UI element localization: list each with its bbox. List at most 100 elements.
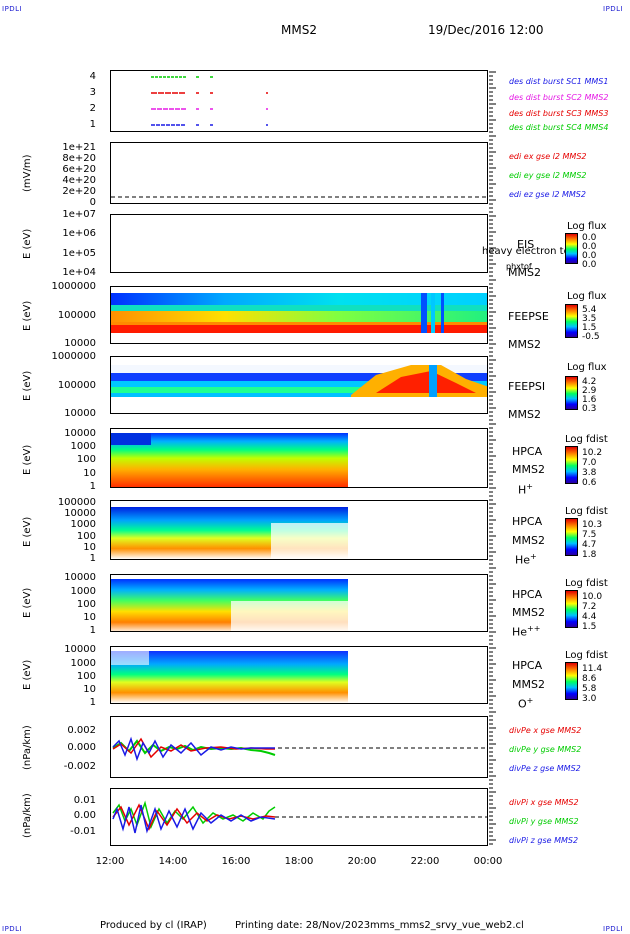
legend-entry: divPe y gse MMS2 bbox=[509, 745, 582, 754]
tick-label: 4 bbox=[89, 71, 96, 82]
colorbar-title: Log fdist bbox=[565, 578, 608, 589]
colorbar-value: 4.4 bbox=[582, 612, 597, 622]
phxtof-label: phxtof bbox=[506, 262, 532, 271]
corner-label-bottom-right: IPDLI bbox=[603, 925, 624, 933]
legend-entry: divPi y gse MMS2 bbox=[509, 817, 579, 826]
instrument-label: EIS bbox=[517, 238, 535, 251]
tick-label: 0.00 bbox=[73, 810, 96, 821]
colorbar-value: 4.7 bbox=[582, 540, 597, 550]
hpca-o-spectrogram bbox=[111, 651, 348, 703]
colorbar-title: Log fdist bbox=[565, 506, 608, 517]
instrument-label: HPCA bbox=[512, 659, 543, 672]
colorbar-value: 0.0 bbox=[582, 233, 597, 243]
panel-hpca-hepp bbox=[110, 574, 488, 632]
legend-entry: divPi z gse MMS2 bbox=[509, 836, 579, 845]
tick-label: 1000000 bbox=[51, 351, 96, 362]
colorbar-title: Log flux bbox=[567, 362, 607, 373]
tick-label: 1e+06 bbox=[62, 228, 96, 239]
colorbar bbox=[565, 518, 578, 556]
legend-entry: edi ey gse l2 MMS2 bbox=[509, 171, 587, 180]
tick-label: 100 bbox=[76, 531, 96, 542]
colorbar-value: 3.5 bbox=[582, 314, 597, 324]
panel-hpca-he bbox=[110, 500, 488, 560]
header-datetime: 19/Dec/2016 12:00 bbox=[428, 23, 544, 37]
x-tick-label: 12:00 bbox=[95, 856, 125, 867]
tick-label: 8e+20 bbox=[62, 153, 96, 164]
legend-entry: des dist burst SC2 MMS2 bbox=[509, 93, 609, 102]
colorbar bbox=[565, 233, 578, 264]
tick-label: -0.01 bbox=[70, 826, 96, 837]
tick-label: 100 bbox=[76, 671, 96, 682]
burst-lines bbox=[151, 76, 268, 126]
y-axis-label: E (eV) bbox=[22, 444, 33, 475]
x-tick-label: 22:00 bbox=[410, 856, 440, 867]
tick-label: 1 bbox=[89, 697, 96, 708]
colorbar bbox=[565, 446, 578, 484]
colorbar-title: Log flux bbox=[567, 221, 607, 232]
corner-label-top-right: IPDLI bbox=[603, 5, 624, 13]
overlap-label: heavy electron tof bbox=[482, 246, 574, 257]
colorbar-value: 7.0 bbox=[582, 458, 597, 468]
colorbar-value: 0.6 bbox=[582, 478, 597, 488]
tick-label: 10 bbox=[83, 612, 96, 623]
footer-produced: Produced by cl (IRAP) bbox=[100, 920, 207, 931]
colorbar-title: Log flux bbox=[567, 291, 607, 302]
colorbar-value: 1.5 bbox=[582, 323, 597, 333]
panel-feepsi bbox=[110, 356, 488, 414]
colorbar-value: 0.0 bbox=[582, 242, 597, 252]
y-axis-label: (nPa/km) bbox=[22, 793, 33, 838]
y-axis-label: E (eV) bbox=[22, 300, 33, 331]
x-tick-label: 20:00 bbox=[347, 856, 377, 867]
tick-label: 1000000 bbox=[51, 281, 96, 292]
colorbar-value: 0.0 bbox=[582, 260, 597, 270]
tick-label: 1 bbox=[89, 481, 96, 492]
instrument-spacecraft-label: MMS2 bbox=[508, 408, 541, 421]
tick-label: 1000 bbox=[70, 586, 96, 597]
colorbar-value: 10.2 bbox=[582, 448, 603, 458]
tick-label: 1e+04 bbox=[62, 267, 96, 278]
instrument-spacecraft-label: MMS2 bbox=[512, 534, 545, 547]
colorbar-value: 0.3 bbox=[582, 404, 597, 414]
tick-label: 0 bbox=[89, 197, 96, 208]
tick-label: 1000 bbox=[70, 519, 96, 530]
panel-divpe bbox=[110, 716, 488, 778]
panel-des-dist-burst bbox=[110, 70, 488, 132]
legend-entry: edi ez gse l2 MMS2 bbox=[509, 190, 586, 199]
tick-label: 4e+20 bbox=[62, 175, 96, 186]
tick-label: 6e+20 bbox=[62, 164, 96, 175]
colorbar-value: 1.6 bbox=[582, 395, 597, 405]
right-tick-marks bbox=[489, 70, 496, 846]
legend-entry: divPi x gse MMS2 bbox=[509, 798, 579, 807]
colorbar bbox=[565, 376, 578, 410]
tick-label: 10 bbox=[83, 468, 96, 479]
divpe-plot bbox=[112, 736, 487, 762]
colorbar-value: 7.2 bbox=[582, 602, 597, 612]
legend-entry: des dist burst SC4 MMS4 bbox=[509, 123, 609, 132]
colorbar-value: 8.6 bbox=[582, 674, 597, 684]
colorbar bbox=[565, 590, 578, 628]
corner-label-top-left: IPDLI bbox=[2, 5, 23, 13]
panel-edi bbox=[110, 142, 488, 204]
hpca-h-spectrogram bbox=[111, 433, 348, 487]
colorbar-value: 5.4 bbox=[582, 305, 597, 315]
tick-label: 100000 bbox=[57, 310, 96, 321]
footer-filename: mms_mms2_srvy_vue_web2.cl bbox=[370, 920, 524, 931]
colorbar-value: 3.8 bbox=[582, 468, 597, 478]
legend-entry: divPe z gse MMS2 bbox=[509, 764, 581, 773]
tick-label: 10 bbox=[83, 684, 96, 695]
panel-hpca-o bbox=[110, 646, 488, 704]
hpca-hepp-spectrogram bbox=[111, 579, 348, 631]
y-axis-label: E (eV) bbox=[22, 228, 33, 259]
y-axis-label: E (eV) bbox=[22, 516, 33, 547]
y-axis-label: E (eV) bbox=[22, 370, 33, 401]
colorbar-value: 5.8 bbox=[582, 684, 597, 694]
colorbar-value: 10.3 bbox=[582, 520, 603, 530]
instrument-spacecraft-label: MMS2 bbox=[508, 266, 541, 279]
legend-entry: des dist burst SC3 MMS3 bbox=[509, 109, 609, 118]
colorbar bbox=[565, 662, 578, 700]
hpca-he-spectrogram bbox=[111, 507, 348, 559]
x-tick-label: 14:00 bbox=[158, 856, 188, 867]
y-axis-label: E (eV) bbox=[22, 587, 33, 618]
tick-label: 100000 bbox=[57, 497, 96, 508]
tick-label: 1 bbox=[89, 119, 96, 130]
